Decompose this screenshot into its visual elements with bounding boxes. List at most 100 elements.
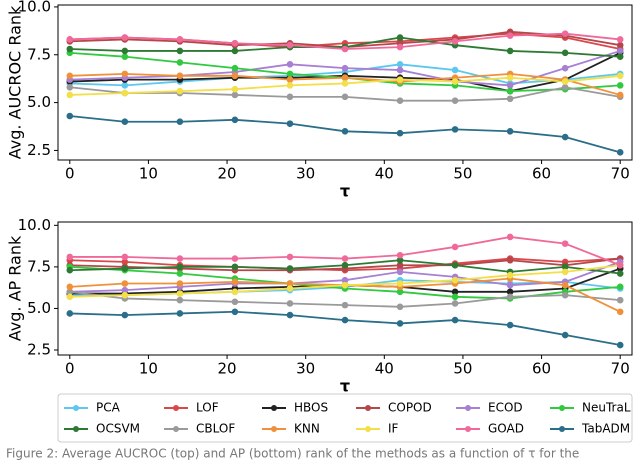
point: [286, 120, 294, 127]
point: [231, 288, 239, 296]
point: [396, 66, 404, 74]
point: [616, 53, 624, 60]
point: [396, 303, 404, 311]
point: [616, 283, 624, 291]
point: [451, 97, 459, 104]
plot-frame: [57, 4, 633, 161]
point: [341, 301, 349, 309]
point: [561, 64, 569, 72]
point: [286, 93, 294, 101]
point: [616, 308, 624, 316]
point: [66, 253, 74, 261]
point: [66, 293, 74, 301]
point: [396, 129, 404, 137]
point: [286, 41, 294, 49]
point: [451, 78, 459, 85]
y-tick-label: 5.0: [27, 299, 51, 317]
y-tick-label: 10.0: [18, 216, 51, 234]
point: [396, 97, 404, 104]
point: [451, 300, 459, 307]
point: [121, 53, 129, 60]
legend-marker: [559, 426, 565, 432]
legend-label: HBOS: [294, 401, 328, 415]
point: [396, 43, 404, 51]
point: [396, 61, 404, 68]
point: [341, 64, 349, 72]
point: [231, 85, 239, 93]
point: [286, 76, 294, 83]
point: [616, 149, 624, 156]
point: [121, 280, 129, 287]
y-tick-label: 2.5: [27, 141, 51, 159]
legend-marker: [73, 426, 79, 432]
point: [506, 321, 514, 329]
point: [121, 47, 129, 55]
point: [121, 253, 129, 261]
legend-marker: [271, 405, 277, 411]
point: [616, 47, 624, 55]
y-axis-label: Avg. AP Rank: [6, 235, 25, 341]
point: [506, 95, 514, 103]
x-tick-label: 30: [296, 165, 315, 183]
y-tick-label: 5.0: [27, 93, 51, 111]
point: [176, 263, 184, 271]
point: [561, 331, 569, 339]
point: [286, 82, 294, 89]
point: [176, 59, 184, 66]
point: [341, 316, 349, 324]
point: [341, 127, 349, 135]
legend-label: PCA: [96, 401, 121, 415]
point: [451, 316, 459, 324]
point: [231, 91, 239, 99]
point: [286, 311, 294, 319]
x-axis-label: τ: [340, 182, 350, 201]
y-tick-label: 2.5: [27, 341, 51, 359]
point: [341, 281, 349, 289]
point: [616, 82, 624, 89]
x-tick-label: 60: [532, 165, 551, 183]
x-tick-label: 40: [375, 360, 394, 378]
point: [176, 310, 184, 317]
point: [231, 116, 239, 124]
point: [121, 311, 129, 319]
point: [66, 283, 74, 291]
x-tick-label: 10: [139, 165, 158, 183]
point: [561, 281, 569, 289]
point: [506, 82, 514, 89]
point: [451, 243, 459, 251]
legend-label: COPOD: [388, 401, 432, 415]
x-tick-label: 70: [611, 165, 630, 183]
point: [286, 70, 294, 78]
point: [66, 45, 74, 53]
point: [616, 261, 624, 269]
point: [341, 261, 349, 269]
point: [561, 83, 569, 91]
x-tick-label: 40: [375, 165, 394, 183]
point: [616, 41, 624, 49]
point: [176, 118, 184, 126]
point: [506, 281, 514, 289]
x-tick-label: 20: [218, 360, 237, 378]
legend-marker: [559, 405, 565, 411]
point: [231, 308, 239, 316]
point: [396, 251, 404, 259]
legend-label: KNN: [294, 422, 320, 436]
point: [66, 72, 74, 80]
point: [231, 39, 239, 47]
point: [451, 293, 459, 301]
point: [121, 291, 129, 299]
point: [121, 34, 129, 41]
legend-marker: [465, 405, 471, 411]
point: [286, 265, 294, 272]
x-tick-label: 30: [296, 360, 315, 378]
point: [396, 34, 404, 41]
x-tick-label: 70: [611, 360, 630, 378]
legend-marker: [173, 405, 179, 411]
x-tick-label: 50: [453, 360, 472, 378]
x-tick-label: 0: [65, 165, 75, 183]
y-tick-label: 10.0: [18, 0, 51, 15]
point: [341, 93, 349, 101]
point: [231, 64, 239, 72]
legend-box: [57, 393, 633, 443]
